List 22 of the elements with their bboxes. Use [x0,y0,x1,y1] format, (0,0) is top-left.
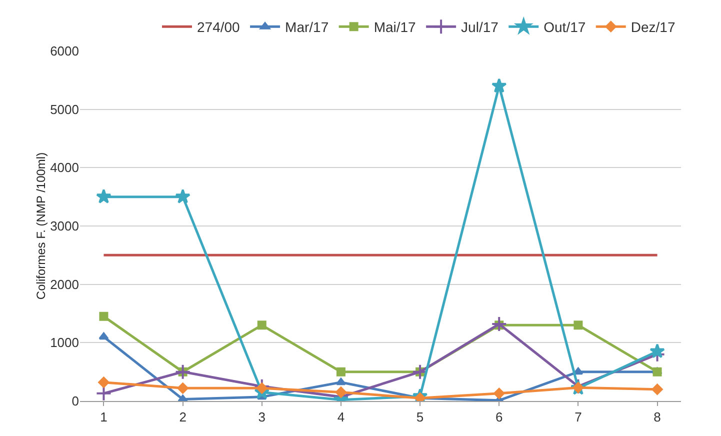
y-tick-label: 6000 [50,44,79,59]
y-tick-label: 5000 [50,102,79,117]
legend-label: Dez/17 [630,19,676,36]
y-tick-label: 2000 [50,276,79,292]
legend-label: Out/17 [544,19,586,36]
x-tick-label: 8 [654,410,661,425]
x-tick-label: 3 [258,410,266,425]
y-axis-title: Coliformes F. (NMP /100ml) [34,152,48,300]
legend-label: Jul/17 [461,19,499,36]
y-tick-label: 1000 [50,335,79,350]
legend-label: 274/00 [197,19,240,36]
y-tick-label: 4000 [50,160,79,176]
legend-label: Mai/17 [374,19,416,36]
x-tick-label: 7 [574,410,582,425]
x-tick-label: 2 [179,410,186,425]
legend-label: Mar/17 [285,19,329,36]
y-tick-label: 0 [72,394,79,409]
x-tick-label: 6 [496,410,503,425]
x-tick-label: 5 [416,410,424,425]
x-tick-label: 4 [337,410,345,425]
x-tick-label: 1 [100,410,108,425]
y-tick-label: 3000 [50,218,79,234]
